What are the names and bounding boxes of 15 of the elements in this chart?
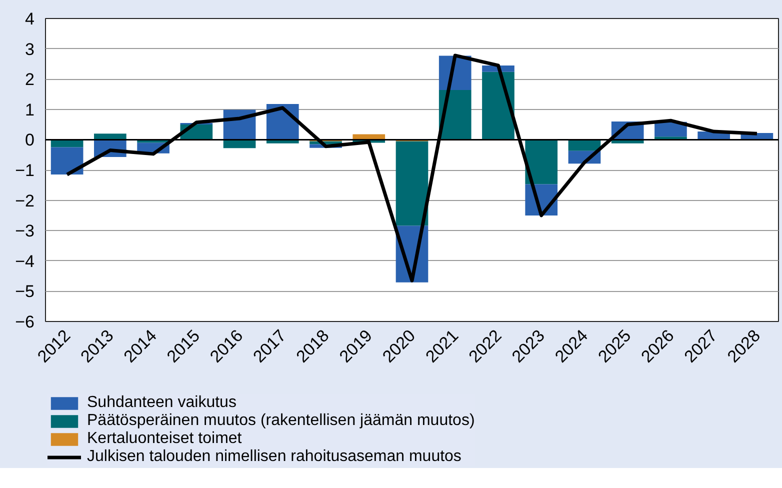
y-tick-label: −5: [15, 282, 35, 302]
y-tick-label: 2: [25, 70, 35, 90]
y-tick-label: −4: [15, 252, 35, 271]
y-tick-label: 3: [25, 40, 35, 59]
y-tick-label: 4: [25, 10, 35, 28]
legend-label: Suhdanteen vaikutus: [87, 394, 236, 412]
y-tick-label: −3: [15, 222, 35, 241]
y-tick-label: 1: [25, 100, 35, 120]
y-tick-label: −6: [15, 312, 35, 332]
y-tick-label: −1: [15, 161, 35, 180]
y-tick-label: 0: [25, 130, 35, 150]
legend-label: Julkisen talouden nimellisen rahoitusaseman muutos: [87, 448, 462, 466]
legend-label: Kertaluonteiset toimet: [87, 430, 242, 448]
y-tick-label: −2: [15, 191, 35, 210]
legend-label: Päätösperäinen muutos (rakentellisen jäämän muutos): [87, 412, 475, 430]
